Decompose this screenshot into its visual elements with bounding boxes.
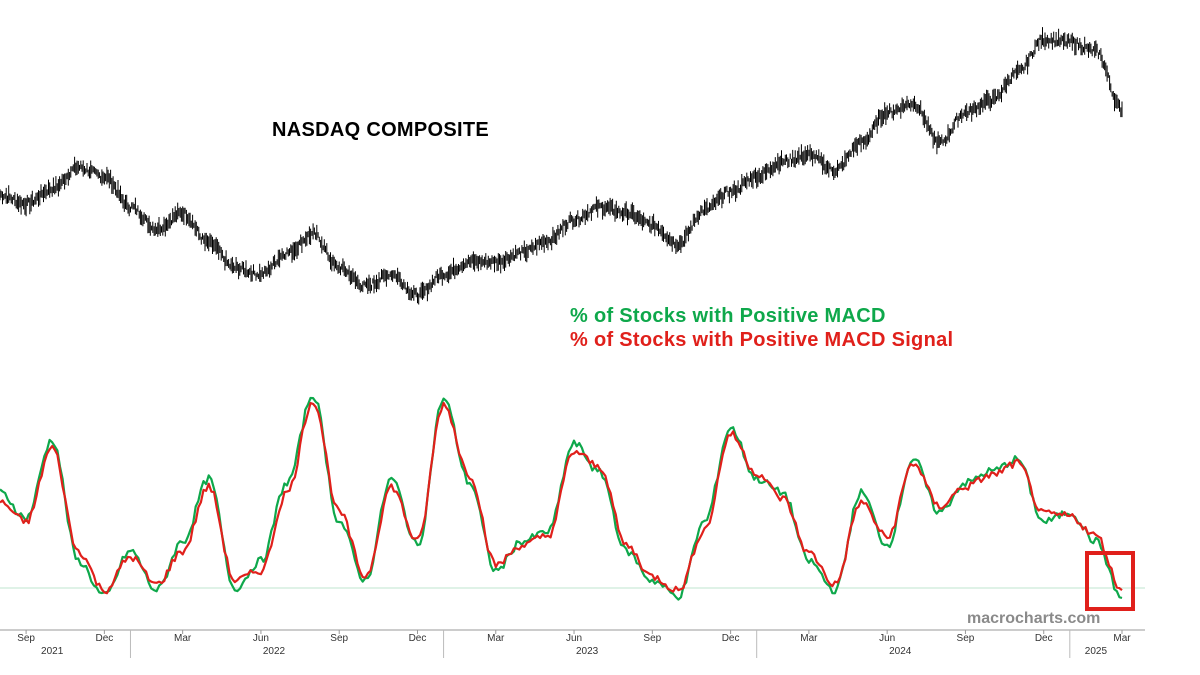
- x-year-label: 2024: [889, 646, 912, 657]
- x-year-label: 2025: [1085, 646, 1108, 657]
- x-month-label: Dec: [95, 633, 113, 644]
- x-month-label: Jun: [879, 633, 895, 644]
- x-month-label: Dec: [409, 633, 427, 644]
- x-month-label: Jun: [566, 633, 582, 644]
- x-month-label: Mar: [800, 633, 818, 644]
- x-month-label: Jun: [253, 633, 269, 644]
- highlight-box: [1085, 551, 1135, 611]
- x-month-label: Dec: [722, 633, 740, 644]
- x-month-label: Sep: [957, 633, 975, 644]
- x-month-label: Sep: [643, 633, 661, 644]
- x-month-label: Mar: [487, 633, 505, 644]
- x-year-label: 2021: [41, 646, 64, 657]
- x-axis: Sep Dec Mar Jun Sep Dec Mar Jun Sep Dec Mar Jun Sep D…: [0, 629, 1145, 658]
- chart-title: NASDAQ COMPOSITE: [272, 119, 490, 141]
- x-year-label: 2022: [263, 646, 286, 657]
- x-month-label: Sep: [330, 633, 348, 644]
- macd-series-line: [0, 396, 1123, 601]
- x-month-label: Mar: [1113, 633, 1131, 644]
- price-line: [0, 27, 1123, 305]
- x-month-label: Sep: [17, 633, 35, 644]
- macd-signal-series-line: [0, 401, 1123, 595]
- x-month-label: Dec: [1035, 633, 1053, 644]
- watermark: macrocharts.com: [967, 610, 1101, 627]
- price-series: [0, 27, 1123, 305]
- x-month-label: Mar: [174, 633, 192, 644]
- legend-entry-macd: % of Stocks with Positive MACD: [570, 305, 886, 327]
- legend-entry-macd-signal: % of Stocks with Positive MACD Signal: [570, 329, 954, 351]
- indicator-series: [0, 396, 1123, 601]
- x-year-label: 2023: [576, 646, 599, 657]
